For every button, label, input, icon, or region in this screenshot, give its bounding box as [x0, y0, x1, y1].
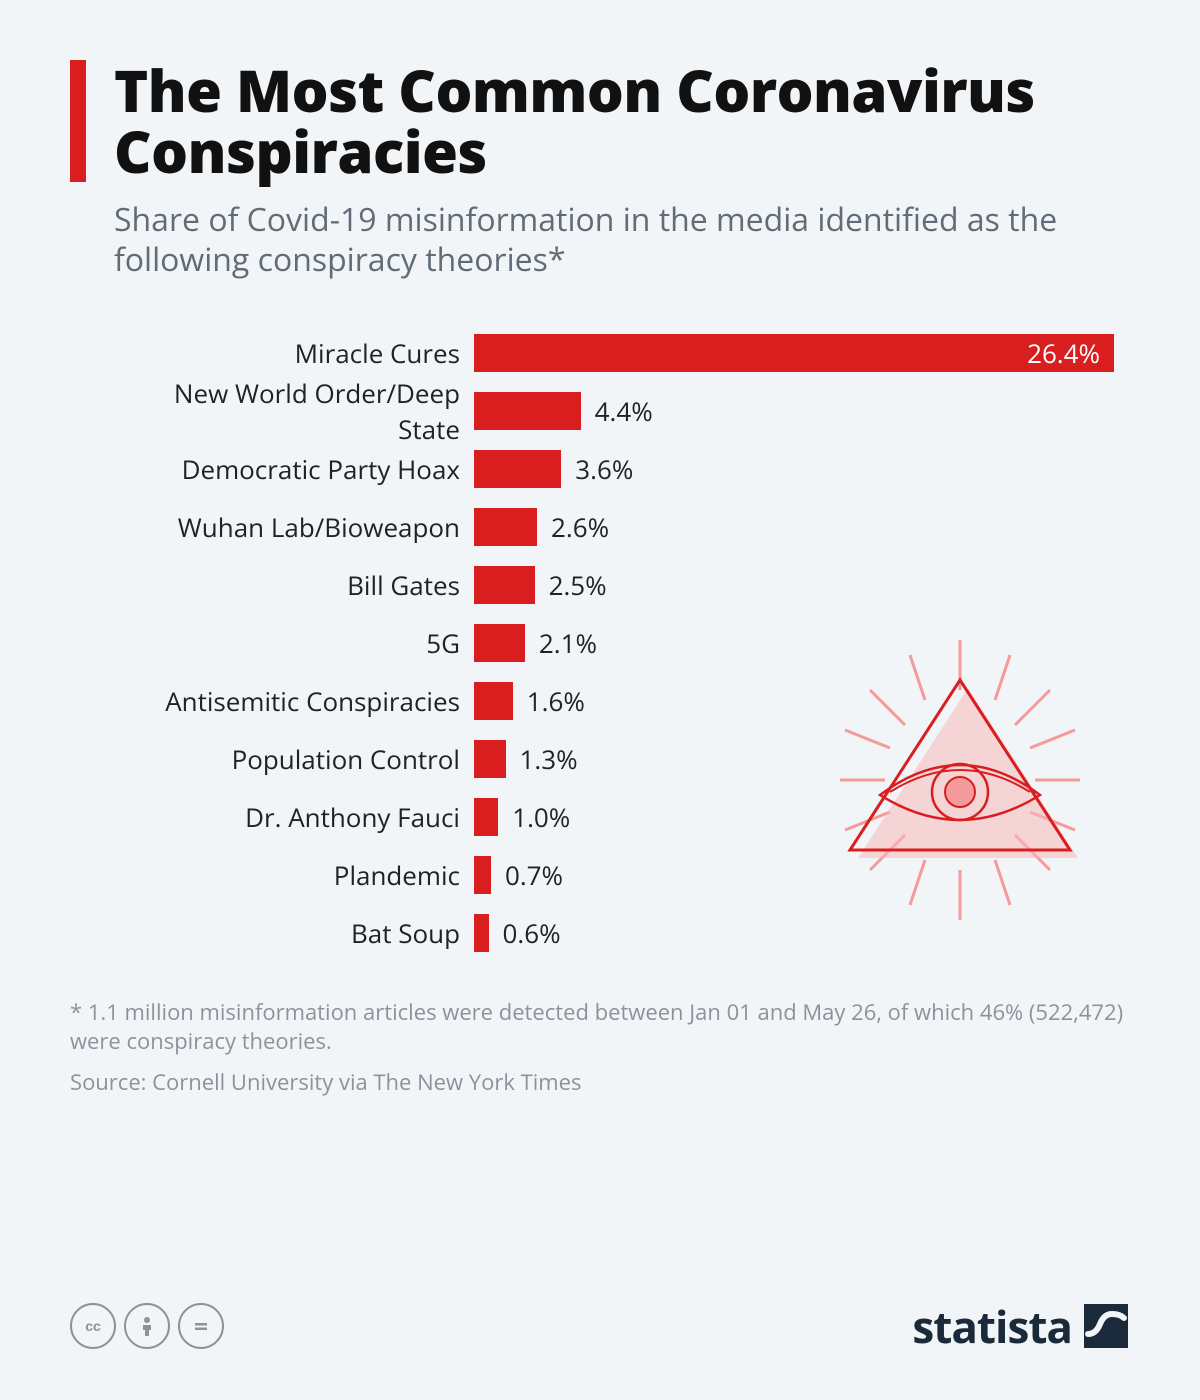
accent-bar — [70, 60, 86, 182]
bar — [474, 740, 506, 778]
row-label: Bill Gates — [114, 567, 474, 603]
row-label: Plandemic — [114, 857, 474, 893]
row-label: 5G — [114, 625, 474, 661]
bar-track: 3.6% — [474, 440, 1130, 498]
row-label: New World Order/Deep State — [114, 375, 474, 447]
chart-row: Bill Gates 2.5% — [114, 556, 1130, 614]
bar-value: 0.7% — [491, 857, 563, 893]
bar-track: 26.4% — [474, 324, 1130, 382]
bar-track: 2.6% — [474, 498, 1130, 556]
chart-row: Democratic Party Hoax 3.6% — [114, 440, 1130, 498]
bar-value: 3.6% — [561, 451, 633, 487]
statista-wave-icon — [1082, 1302, 1130, 1350]
source-line: Source: Cornell University via The New Y… — [70, 1067, 1130, 1097]
bar-value: 4.4% — [581, 393, 653, 429]
bar-track: 2.5% — [474, 556, 1130, 614]
infographic-container: The Most Common Coronavirus Conspiracies… — [0, 0, 1200, 1400]
row-label: Miracle Cures — [114, 335, 474, 371]
bar-track: 4.4% — [474, 382, 1130, 440]
bar — [474, 508, 537, 546]
svg-text:cc: cc — [85, 1318, 101, 1334]
subtitle: Share of Covid-19 misinformation in the … — [114, 200, 1130, 280]
page-title: The Most Common Coronavirus Conspiracies — [114, 60, 1130, 182]
bar-value: 0.6% — [489, 915, 561, 951]
row-label: Antisemitic Conspiracies — [114, 683, 474, 719]
row-label: Dr. Anthony Fauci — [114, 799, 474, 835]
bar: 26.4% — [474, 334, 1114, 372]
header: The Most Common Coronavirus Conspiracies — [70, 60, 1130, 182]
by-icon — [124, 1303, 170, 1349]
license-icons: cc — [70, 1303, 224, 1349]
bar-value: 2.6% — [537, 509, 609, 545]
footnote: * 1.1 million misinformation articles we… — [70, 998, 1130, 1057]
bar-value: 1.6% — [513, 683, 585, 719]
row-label: Population Control — [114, 741, 474, 777]
cc-icon: cc — [70, 1303, 116, 1349]
row-label: Wuhan Lab/Bioweapon — [114, 509, 474, 545]
brand-text: statista — [912, 1296, 1072, 1356]
bar — [474, 914, 489, 952]
bar-value: 1.3% — [506, 741, 578, 777]
bar-value: 1.0% — [498, 799, 570, 835]
nd-icon — [178, 1303, 224, 1349]
row-label: Bat Soup — [114, 915, 474, 951]
bar — [474, 392, 581, 430]
statista-logo: statista — [912, 1296, 1130, 1356]
bar — [474, 450, 561, 488]
bar-value: 2.1% — [525, 625, 597, 661]
bar-value: 2.5% — [535, 567, 607, 603]
chart-row: Wuhan Lab/Bioweapon 2.6% — [114, 498, 1130, 556]
bar-value: 26.4% — [1027, 335, 1114, 371]
chart-row: Miracle Cures 26.4% — [114, 324, 1130, 382]
bar — [474, 856, 491, 894]
bar — [474, 798, 498, 836]
bar — [474, 566, 535, 604]
bar — [474, 624, 525, 662]
bar — [474, 682, 513, 720]
illuminati-eye-icon — [800, 620, 1120, 940]
footer: cc statista — [70, 1296, 1130, 1356]
chart-row: New World Order/Deep State4.4% — [114, 382, 1130, 440]
row-label: Democratic Party Hoax — [114, 451, 474, 487]
